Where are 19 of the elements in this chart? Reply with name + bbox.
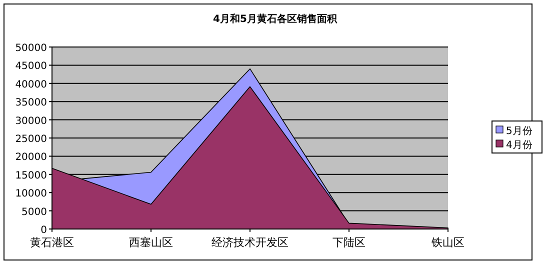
y-tick-label: 45000 xyxy=(15,61,47,72)
y-tick-label: 0 xyxy=(40,225,47,236)
chart-title: 4月和5月黄石各区销售面积 xyxy=(213,13,338,25)
y-tick-label: 30000 xyxy=(15,116,47,127)
x-tick-label: 下陆区 xyxy=(332,236,366,249)
y-tick-label: 50000 xyxy=(15,43,47,54)
y-tick-label: 10000 xyxy=(15,188,47,200)
legend-label: 5月份 xyxy=(506,126,532,137)
x-tick-label: 黄石港区 xyxy=(30,236,74,249)
x-tick-label: 经济技术开发区 xyxy=(212,236,288,249)
y-tick-label: 25000 xyxy=(15,134,47,145)
y-tick-label: 15000 xyxy=(15,170,47,182)
legend-label: 4月份 xyxy=(506,140,532,151)
y-tick-label: 20000 xyxy=(15,152,47,164)
y-tick-label: 5000 xyxy=(22,206,47,218)
y-tick-label: 35000 xyxy=(15,98,47,109)
y-tick-label: 40000 xyxy=(15,79,47,90)
x-tick-label: 西塞山区 xyxy=(129,236,173,249)
x-tick-label: 铁山区 xyxy=(430,236,464,249)
